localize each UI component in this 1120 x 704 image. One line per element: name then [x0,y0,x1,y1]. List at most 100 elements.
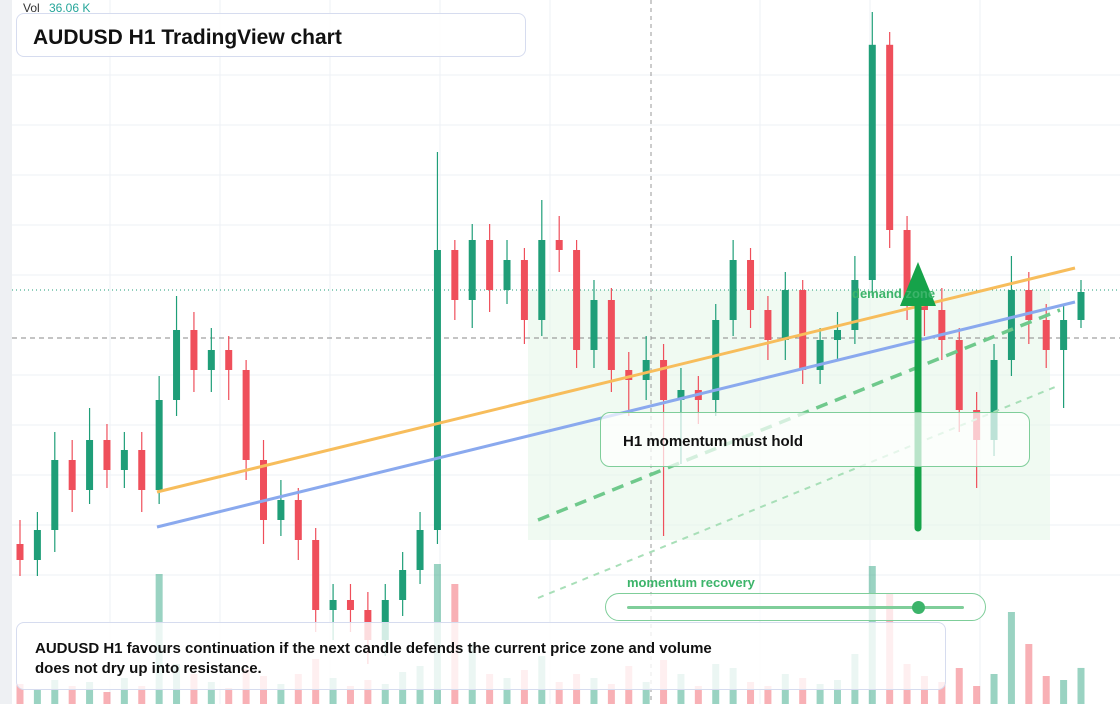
volume-bar [590,678,598,704]
candle-body [242,370,250,460]
candle-body [451,250,459,300]
volume-bar [973,686,981,704]
volume-bar [225,688,233,704]
candle-body [520,260,528,320]
volume-bar [607,684,615,704]
candle-body [190,330,198,370]
candle-body [1025,290,1033,320]
volume-bar [33,690,41,704]
slider-knob[interactable] [912,601,925,614]
candle-body [16,544,24,560]
candle-body [747,260,755,310]
volume-bar [1060,680,1068,704]
candle-body [433,250,441,530]
volume-bar [16,684,24,704]
callout-box: H1 momentum must hold [600,412,1030,467]
candle-body [381,600,389,640]
note-box: AUDUSD H1 favours continuation if the ne… [16,622,946,690]
zone-label: demand zone [852,286,935,301]
candle-body [764,310,772,340]
candle-body [86,440,94,490]
volume-bar [1042,676,1050,704]
volume-bar [816,684,824,704]
slider[interactable] [605,593,986,621]
candle-body [816,340,824,370]
candle-body [590,300,598,350]
volume-bar [138,686,146,704]
candle-body [173,330,181,400]
candle-body [225,350,233,370]
candle-body [886,44,894,230]
candle-body [781,290,789,340]
volume-bar [694,686,702,704]
volume-bar [1077,667,1085,704]
candle-body [868,44,876,280]
volume-name: Vol [23,1,40,15]
candle-body [346,600,354,610]
candle-body [503,260,511,290]
candle-body [990,360,998,440]
candle-body [68,460,76,490]
candle-body [555,240,563,250]
volume-bar [364,680,372,704]
volume-bar [642,682,650,704]
candle-body [1007,290,1015,360]
candle-body [712,320,720,400]
candle-body [260,460,268,520]
volume-bar [329,678,337,704]
volume-bar [120,678,128,704]
volume-bar [381,684,389,704]
candle-body [938,310,946,340]
volume-bar [833,680,841,704]
volume-bar [1025,644,1033,704]
candle-body [1042,320,1050,350]
candle-body [399,570,407,600]
note: AUDUSD H1 favours continuation if the ne… [35,640,712,677]
candle-body [625,370,633,380]
volume-bar [103,692,111,704]
candle-body [294,500,302,540]
volume-bar [799,678,807,704]
volume-last: 36.06 K [49,1,90,15]
title: AUDUSD H1 TradingView chart [33,26,342,49]
slider-label: momentum recovery [627,575,756,590]
arrow-head [900,262,936,306]
volume-bar [1007,612,1015,704]
candle-body [833,330,841,340]
volume-bar [68,686,76,704]
title-box: AUDUSD H1 TradingView chart [16,13,526,57]
candle-body [573,250,581,350]
candle-body [1060,320,1068,350]
candle-body [103,440,111,470]
candle-body [468,240,476,300]
volume-bar [277,684,285,704]
volume-bar [86,682,94,704]
candle-body [677,390,685,400]
slider-track [627,606,964,609]
volume-bar [764,686,772,704]
candle-body [538,240,546,320]
candle-body [955,340,963,410]
candle-body [329,600,337,610]
volume-bar [346,686,354,704]
candle-body [607,300,615,370]
left-edge [0,0,12,704]
volume-bar [51,680,59,704]
candle-body [155,400,163,490]
candle-body [1077,292,1085,320]
candle-body [33,530,41,560]
callout: H1 momentum must hold [623,433,804,450]
volume-bar [747,682,755,704]
volume-bar [920,676,928,704]
candle-body [207,350,215,370]
candle-body [642,360,650,380]
volume-bar [207,682,215,704]
candle-body [120,450,128,470]
volume-bar [260,676,268,704]
volume-bar [955,668,963,704]
candle-body [277,500,285,520]
candle-body [312,540,320,610]
volume-bar [990,674,998,704]
volume-bar [555,682,563,704]
